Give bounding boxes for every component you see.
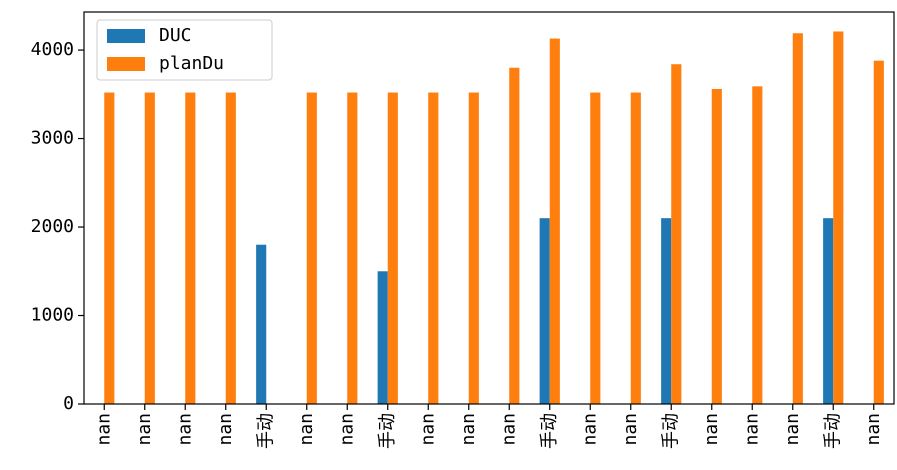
x-tick-label: nan (417, 413, 438, 446)
x-tick-label: nan (215, 413, 236, 446)
bar (509, 67, 520, 404)
bar (468, 92, 479, 404)
x-tick-label: 手动 (377, 413, 398, 449)
bar (144, 92, 155, 404)
bar (590, 92, 601, 404)
bar (711, 88, 722, 405)
y-tick-label: 2000 (31, 216, 74, 237)
legend-label: planDu (159, 53, 224, 74)
x-tick-label: nan (458, 413, 479, 446)
bar (630, 92, 641, 404)
x-tick-label: nan (498, 413, 519, 446)
bar (873, 60, 884, 404)
y-tick-label: 1000 (31, 305, 74, 326)
y-tick-label: 4000 (31, 39, 74, 60)
bar (539, 218, 550, 404)
plot-frame (83, 11, 895, 405)
bar (377, 271, 388, 404)
bar (185, 92, 196, 404)
x-tick-label: nan (863, 413, 884, 446)
bar (661, 218, 672, 404)
bar (823, 218, 834, 404)
bar (225, 92, 236, 404)
x-tick-label: 手动 (255, 413, 276, 449)
bar (306, 92, 317, 404)
x-tick-label: nan (93, 413, 114, 446)
bar (671, 64, 682, 404)
bar (256, 244, 267, 404)
x-tick-label: nan (296, 413, 317, 446)
x-tick-label: nan (134, 413, 155, 446)
legend-swatch (107, 57, 145, 71)
x-tick-label: 手动 (539, 413, 560, 449)
x-tick-label: nan (620, 413, 641, 446)
y-tick-label: 0 (63, 393, 74, 414)
x-tick-label: nan (336, 413, 357, 446)
x-tick-label: nan (174, 413, 195, 446)
bar (387, 92, 398, 404)
x-tick-label: 手动 (822, 413, 843, 449)
legend-label: DUC (159, 25, 192, 46)
x-tick-label: 手动 (660, 413, 681, 449)
bar (549, 38, 560, 405)
bar (833, 31, 844, 405)
bar (752, 86, 763, 404)
bar (347, 92, 358, 404)
bar (792, 33, 803, 404)
x-tick-label: nan (782, 413, 803, 446)
bar (428, 92, 439, 404)
y-tick-label: 3000 (31, 128, 74, 149)
bar (104, 92, 115, 404)
x-tick-label: nan (579, 413, 600, 446)
x-tick-label: nan (701, 413, 722, 446)
x-tick-label: nan (741, 413, 762, 446)
legend-swatch (107, 29, 145, 43)
